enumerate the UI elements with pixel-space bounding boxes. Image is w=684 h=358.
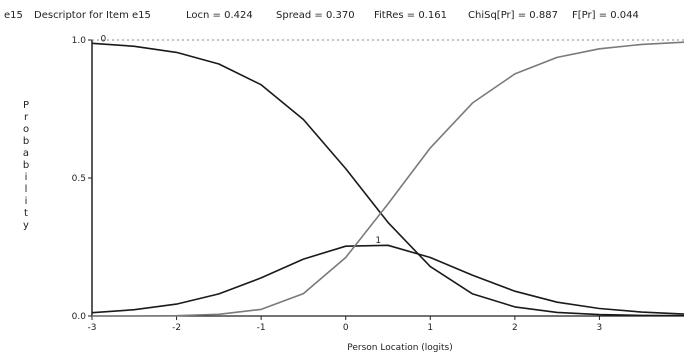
header-spread: Spread = 0.370 bbox=[276, 10, 355, 21]
curve-label-0: 0 bbox=[100, 34, 106, 44]
y-axis-title-char: a bbox=[23, 148, 29, 159]
header-location: Locn = 0.424 bbox=[186, 10, 253, 21]
series-line-2 bbox=[92, 42, 684, 316]
y-tick-label: 0.0 bbox=[72, 312, 87, 322]
header-item-id: e15 bbox=[4, 10, 23, 21]
x-tick-label: 0 bbox=[343, 323, 349, 333]
x-tick-label: 1 bbox=[427, 323, 433, 333]
y-tick-label: 0.5 bbox=[72, 174, 86, 184]
y-axis-title-char: i bbox=[25, 196, 28, 207]
header-fit-residual: FitRes = 0.161 bbox=[374, 10, 447, 21]
y-tick-label: 1.0 bbox=[72, 36, 87, 46]
curve-label-1: 1 bbox=[375, 236, 381, 246]
axes-layer: 0.00.51.0-3 -2 -1 0 1 2 3 bbox=[72, 36, 684, 333]
x-tick-label: -3 bbox=[88, 323, 97, 333]
y-axis-title-char: P bbox=[23, 100, 29, 111]
labels-layer: 01 bbox=[100, 34, 381, 245]
x-tick-label: -1 bbox=[257, 323, 266, 333]
y-axis-title-char: b bbox=[23, 160, 29, 171]
x-tick-label: 3 bbox=[597, 323, 603, 333]
y-axis-title-char: y bbox=[23, 220, 29, 231]
x-tick-label: 2 bbox=[512, 323, 518, 333]
series-line-1 bbox=[92, 245, 684, 314]
y-axis-title-char: t bbox=[24, 208, 28, 219]
header-f-pr: F[Pr] = 0.044 bbox=[572, 10, 639, 21]
header-chi-sq: ChiSq[Pr] = 0.887 bbox=[468, 10, 558, 21]
y-axis-title-char: l bbox=[25, 184, 28, 195]
y-axis-title-char: o bbox=[23, 124, 29, 135]
chart-header: e15 Descriptor for Item e15 Locn = 0.424… bbox=[4, 10, 639, 21]
x-tick-label: -2 bbox=[172, 323, 181, 333]
series-layer bbox=[92, 42, 684, 316]
y-axis-title-char: i bbox=[25, 172, 28, 183]
y-axis-title-char: r bbox=[24, 112, 29, 123]
header-descriptor: Descriptor for Item e15 bbox=[34, 10, 151, 21]
series-line-0 bbox=[92, 43, 684, 315]
y-axis-title-char: b bbox=[23, 136, 29, 147]
x-axis-title: Person Location (logits) bbox=[347, 343, 453, 353]
